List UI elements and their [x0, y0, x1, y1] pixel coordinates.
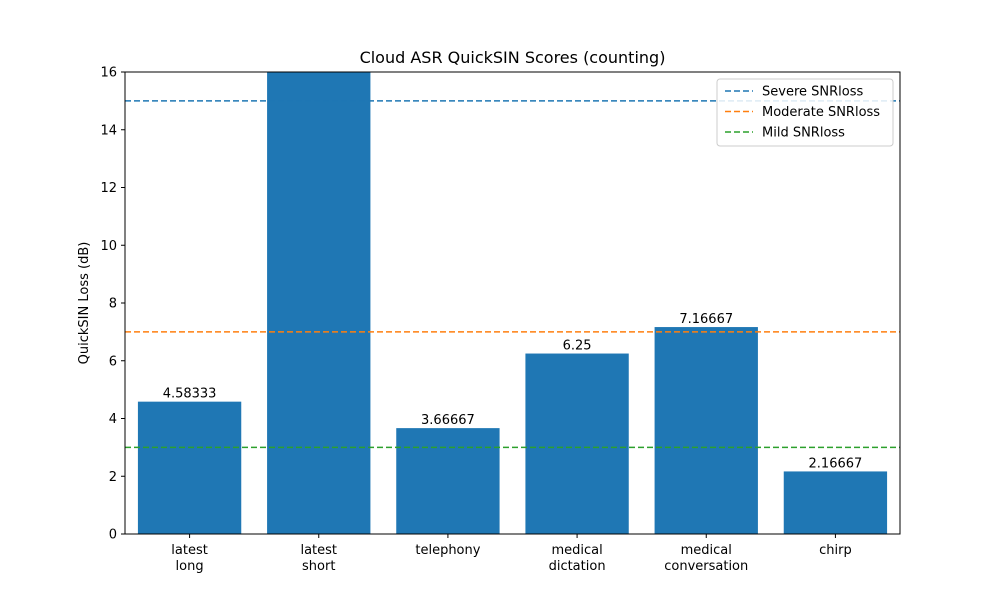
y-tick-label: 8	[109, 297, 117, 312]
x-tick-label-line: telephony	[415, 543, 480, 558]
x-tick-label-line: chirp	[819, 543, 852, 558]
x-tick-label: medical dictation	[549, 543, 606, 574]
bar	[267, 72, 371, 534]
data-label: 3.66667	[421, 413, 475, 428]
bars-layer	[137, 72, 888, 534]
legend-entry: Severe SNRloss	[725, 85, 863, 100]
x-tick-label-line: long	[176, 559, 204, 574]
x-tick-label-line: latest	[300, 543, 337, 558]
x-tick-label: medical conversation	[664, 543, 748, 574]
x-tick-label-line: medical	[551, 543, 602, 558]
bar	[525, 353, 629, 534]
legend-label: Moderate SNRloss	[762, 105, 880, 120]
x-tick-label-line: short	[302, 559, 335, 574]
x-tick-label: latest short	[300, 543, 337, 574]
legend-box	[716, 78, 894, 147]
bar	[396, 428, 500, 534]
bar	[137, 401, 242, 534]
bar	[783, 471, 888, 534]
y-tick-label: 4	[109, 412, 117, 427]
bar	[654, 327, 758, 534]
data-label: 7.16667	[679, 312, 733, 327]
legend-label: Mild SNRloss	[762, 126, 845, 141]
x-tick-label-line: conversation	[664, 559, 748, 574]
data-label: 6.25	[563, 339, 592, 354]
y-tick-label: 16	[100, 66, 117, 81]
legend: Severe SNRloss Moderate SNRloss Mild SNRlo…	[716, 78, 894, 147]
y-axis-label: QuickSIN Loss (dB)	[77, 242, 92, 365]
x-tick-label: chirp	[819, 543, 852, 558]
x-tick-label-line: dictation	[549, 559, 606, 574]
y-tick-label: 2	[109, 470, 117, 485]
chart-title: Cloud ASR QuickSIN Scores (counting)	[360, 48, 666, 67]
y-tick-label: 14	[100, 123, 117, 138]
y-axis: 0 2 4 6 8 10 12 14 16	[100, 66, 125, 543]
x-tick-label: latest long	[171, 543, 208, 574]
x-tick-label-line: medical	[681, 543, 732, 558]
legend-entry: Moderate SNRloss	[725, 105, 880, 120]
y-tick-label: 6	[109, 354, 117, 369]
data-label: 2.16667	[809, 456, 863, 471]
x-tick-label-line: latest	[171, 543, 208, 558]
x-tick-label: telephony	[415, 543, 480, 558]
legend-entry: Mild SNRloss	[725, 126, 845, 141]
y-tick-label: 12	[100, 181, 117, 196]
y-tick-label: 10	[100, 239, 117, 254]
data-label: 4.58333	[163, 387, 217, 402]
legend-label: Severe SNRloss	[762, 85, 863, 100]
y-tick-label: 0	[109, 528, 117, 543]
reference-lines-layer	[125, 100, 900, 449]
data-labels-layer: 4.58333 3.66667 6.25 7.16667 2.16667	[163, 312, 863, 471]
